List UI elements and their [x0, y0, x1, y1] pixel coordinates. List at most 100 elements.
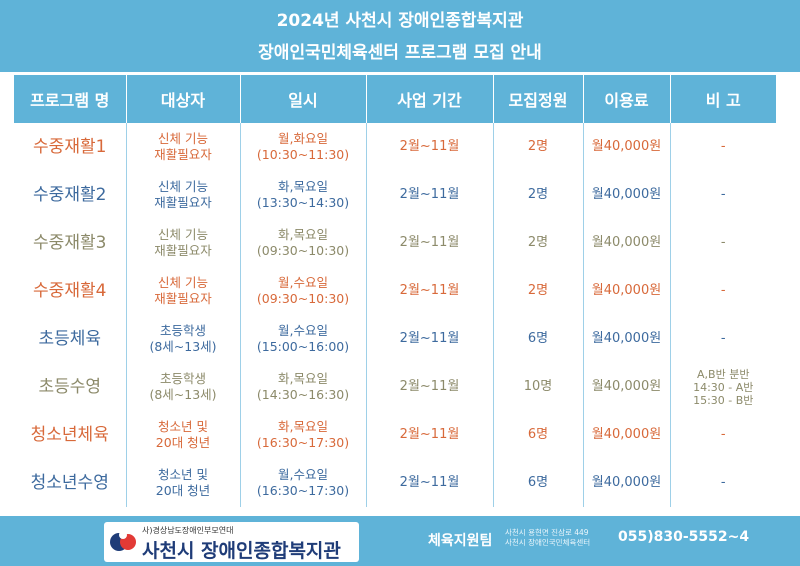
program-name-cell-program: 청소년체육: [30, 425, 109, 445]
team-name: 체육지원팀: [428, 533, 493, 549]
table-header-row: 프로그램 명 대상자 일시 사업 기간 모집정원 이용료 비 고: [14, 75, 776, 123]
schedule-cell-day: 화,목요일: [278, 179, 328, 194]
note-cell: -: [670, 219, 776, 267]
page-title: 2024년 사천시 장애인종합복지관: [276, 11, 524, 31]
period-cell-period: 2월~11월: [399, 283, 460, 298]
program-name-cell-program: 초등체육: [38, 329, 102, 349]
program-name-cell: 초등체육: [14, 315, 127, 363]
schedule-cell: 월,수요일 (09:30~10:30): [240, 267, 367, 315]
capacity-cell-capacity: 2명: [527, 235, 549, 250]
note-cell: -: [670, 315, 776, 363]
capacity-cell: 2명: [493, 267, 584, 315]
fee-cell: 월40,000원: [583, 411, 671, 459]
schedule-cell: 월,화요일 (10:30~11:30): [240, 123, 367, 171]
program-name-cell-program: 수중재활3: [33, 233, 107, 253]
schedule-cell-time: (09:30~10:30): [256, 243, 350, 258]
fee-cell-fee: 월40,000원: [591, 475, 662, 490]
note-cell: -: [670, 267, 776, 315]
fee-cell: 월40,000원: [583, 219, 671, 267]
note-cell-note1: A,B반 분반: [697, 367, 750, 381]
note-cell: -: [670, 171, 776, 219]
page-subtitle: 장애인국민체육센터 프로그램 모집 안내: [258, 43, 542, 63]
fee-cell: 월40,000원: [583, 171, 671, 219]
schedule-cell-time: (14:30~16:30): [256, 387, 350, 402]
column-header: 모집정원: [493, 75, 584, 123]
schedule-cell-time: (16:30~17:30): [256, 483, 350, 498]
fee-cell-fee: 월40,000원: [591, 379, 662, 394]
period-cell: 2월~11월: [366, 123, 494, 171]
fee-cell: 월40,000원: [583, 315, 671, 363]
address-line-1: 사천시 용현면 진삼로 449: [505, 528, 589, 537]
schedule-cell-time: (13:30~14:30): [256, 195, 350, 210]
fee-cell: 월40,000원: [583, 123, 671, 171]
period-cell: 2월~11월: [366, 219, 494, 267]
schedule-cell-day: 월,수요일: [278, 467, 328, 482]
capacity-cell: 2명: [493, 219, 584, 267]
target-cell-target1: 신체 기능: [158, 275, 208, 290]
schedule-cell-time: (15:00~16:00): [256, 339, 350, 354]
table-row: 청소년체육 청소년 및 20대 청년 화,목요일 (16:30~17:30) 2월~11월…: [14, 411, 776, 459]
target-cell-target1: 청소년 및: [158, 419, 208, 434]
fee-cell: 월40,000원: [583, 363, 671, 411]
fee-cell: 월40,000원: [583, 267, 671, 315]
program-name-cell: 수중재활3: [14, 219, 127, 267]
logo-subtext: 사)경상남도장애인부모연대: [142, 526, 234, 535]
address: 사천시 용현면 진삼로 449 사천시 장애인국민체육센터: [505, 528, 590, 548]
capacity-cell-capacity: 2명: [527, 139, 549, 154]
schedule-cell: 월,수요일 (15:00~16:00): [240, 315, 367, 363]
logo-text: 사천시 장애인종합복지관: [142, 540, 341, 562]
schedule-cell-day: 화,목요일: [278, 371, 328, 386]
table-row: 초등수영 초등학생 (8세~13세) 화,목요일 (14:30~16:30) 2월~11월…: [14, 363, 776, 411]
period-cell-period: 2월~11월: [399, 427, 460, 442]
target-cell: 초등학생 (8세~13세): [126, 363, 241, 411]
fee-cell-fee: 월40,000원: [591, 187, 662, 202]
schedule-cell-time: (10:30~11:30): [256, 147, 350, 162]
column-header: 사업 기간: [366, 75, 494, 123]
period-cell-period: 2월~11월: [399, 331, 460, 346]
note-cell-note3: 15:30 - B반: [693, 393, 754, 407]
table-row: 청소년수영 청소년 및 20대 청년 월,수요일 (16:30~17:30) 2월~11월…: [14, 459, 776, 507]
note-cell: A,B반 분반 14:30 - A반 15:30 - B반: [670, 363, 776, 411]
target-cell-target1: 신체 기능: [158, 227, 208, 242]
capacity-cell: 6명: [493, 459, 584, 507]
target-cell-target1: 초등학생: [159, 323, 206, 338]
note-cell: -: [670, 411, 776, 459]
period-cell-period: 2월~11월: [399, 379, 460, 394]
capacity-cell-capacity: 2명: [527, 283, 549, 298]
table-row: 수중재활4 신체 기능 재활필요자 월,수요일 (09:30~10:30) 2월~11월 2…: [14, 267, 776, 315]
note-cell-note2: 14:30 - A반: [693, 380, 754, 394]
schedule-cell-day: 화,목요일: [278, 419, 328, 434]
period-cell: 2월~11월: [366, 171, 494, 219]
target-cell-target2: 20대 청년: [155, 435, 211, 450]
period-cell: 2월~11월: [366, 267, 494, 315]
period-cell: 2월~11월: [366, 459, 494, 507]
program-name-cell: 초등수영: [14, 363, 127, 411]
program-name-cell: 청소년수영: [14, 459, 127, 507]
schedule-cell: 화,목요일 (09:30~10:30): [240, 219, 367, 267]
program-name-cell-program: 수중재활2: [33, 185, 107, 205]
logo-icon: [110, 531, 136, 551]
program-name-cell-program: 수중재활4: [33, 281, 107, 301]
note-cell-note1: -: [720, 331, 726, 346]
period-cell: 2월~11월: [366, 363, 494, 411]
target-cell: 청소년 및 20대 청년: [126, 459, 241, 507]
footer-band: 사)경상남도장애인부모연대 사천시 장애인종합복지관 체육지원팀 사천시 용현면…: [0, 516, 800, 566]
period-cell: 2월~11월: [366, 411, 494, 459]
target-cell-target1: 초등학생: [159, 371, 206, 386]
note-cell: -: [670, 459, 776, 507]
schedule-cell: 화,목요일 (13:30~14:30): [240, 171, 367, 219]
target-cell-target2: (8세~13세): [149, 339, 217, 354]
program-name-cell: 청소년체육: [14, 411, 127, 459]
table-body: 수중재활1 신체 기능 재활필요자 월,화요일 (10:30~11:30) 2월~11월 2…: [14, 123, 776, 507]
program-name-cell: 수중재활1: [14, 123, 127, 171]
schedule-cell: 월,수요일 (16:30~17:30): [240, 459, 367, 507]
capacity-cell: 6명: [493, 411, 584, 459]
target-cell-target1: 신체 기능: [158, 179, 208, 194]
target-cell-target2: 재활필요자: [154, 147, 212, 162]
capacity-cell-capacity: 6명: [527, 427, 549, 442]
capacity-cell: 2명: [493, 123, 584, 171]
program-name-cell-program: 초등수영: [38, 377, 102, 397]
target-cell-target2: 재활필요자: [154, 243, 212, 258]
note-cell-note1: -: [720, 139, 726, 154]
period-cell-period: 2월~11월: [399, 475, 460, 490]
